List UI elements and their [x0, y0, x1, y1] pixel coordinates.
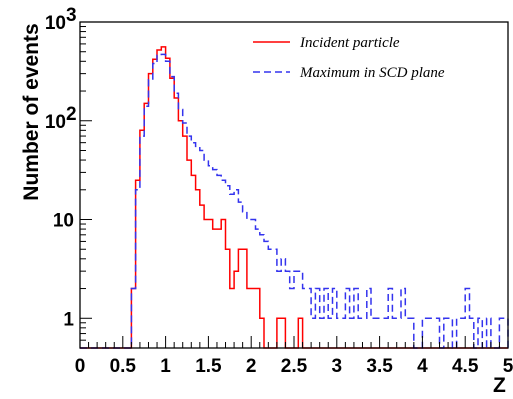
y-tick-label: 10 — [53, 211, 74, 232]
x-tick-label: 2.5 — [281, 356, 308, 377]
x-tick-label: 4 — [417, 356, 428, 377]
legend-label-incident-particle: Incident particle — [299, 35, 400, 51]
x-tick-label: 5 — [503, 356, 513, 377]
series-line-maximum-in-scd-plane — [80, 53, 509, 349]
x-tick-label: 3 — [332, 356, 343, 377]
y-tick-label: 1 — [63, 309, 74, 330]
x-tick-label: 3.5 — [366, 356, 393, 377]
y-tick-label-exponent: 3 — [66, 5, 77, 26]
y-tick-label-exponent: 2 — [66, 104, 77, 125]
legend-label-maximum-in-scd-plane: Maximum in SCD plane — [299, 65, 445, 81]
x-tick-label: 4.5 — [452, 356, 479, 377]
legend: Incident particle Maximum in SCD plane — [253, 35, 445, 81]
x-tick-label: 1.5 — [195, 356, 222, 377]
y-axis-title: Number of events — [20, 23, 43, 200]
x-tick-label: 0.5 — [110, 356, 137, 377]
x-tick-label: 0 — [75, 356, 86, 377]
y-tick-label: 10 — [45, 13, 66, 34]
x-tick-label: 2 — [246, 356, 257, 377]
y-tick-label: 10 — [45, 112, 66, 133]
series-line-incident-particle — [80, 46, 508, 349]
x-tick-label: 1 — [160, 356, 171, 377]
x-axis-title: Z — [493, 374, 506, 397]
